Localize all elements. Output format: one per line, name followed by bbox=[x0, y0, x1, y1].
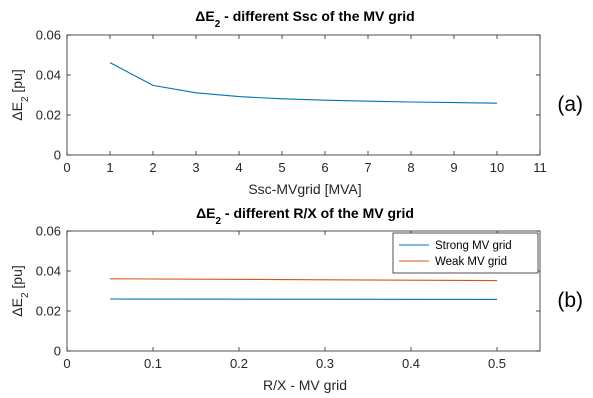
chart-b: ΔE2 - different R/X of the MV grid 0 0.1 0… bbox=[9, 205, 583, 393]
chart-b-y-tick-label: 0 bbox=[54, 344, 61, 359]
chart-b-y-ticks: 0 0.02 0.04 0.06 bbox=[36, 224, 540, 359]
chart-a-x-tick-label: 3 bbox=[192, 160, 199, 175]
chart-a-x-tick-label: 11 bbox=[533, 160, 547, 175]
chart-b-legend: Strong MV grid Weak MV grid bbox=[392, 232, 539, 274]
chart-a-axes-box bbox=[66, 34, 541, 156]
chart-a-y-ticks: 0 0.02 0.04 0.06 bbox=[36, 28, 540, 163]
chart-a-x-tick-label: 8 bbox=[407, 160, 414, 175]
chart-a-y-tick-label: 0.02 bbox=[36, 108, 61, 123]
chart-a-y-tick-label: 0.06 bbox=[36, 28, 61, 43]
chart-b-y-tick-label: 0.02 bbox=[36, 304, 61, 319]
chart-a-y-tick-label: 0 bbox=[54, 148, 61, 163]
chart-a-x-tick-label: 6 bbox=[321, 160, 328, 175]
chart-a: ΔE2 - different Ssc of the MV grid 0 1 2 3 4… bbox=[9, 8, 583, 197]
chart-b-x-axis-label: R/X - MV grid bbox=[263, 377, 347, 393]
chart-b-x-tick-label: 0.5 bbox=[488, 356, 506, 371]
chart-a-x-ticks: 0 1 2 3 4 5 6 7 8 9 10 11 bbox=[63, 35, 547, 175]
chart-a-title: ΔE2 - different Ssc of the MV grid bbox=[195, 8, 414, 30]
chart-a-series-line-1 bbox=[109, 62, 498, 104]
chart-a-x-tick-label: 9 bbox=[450, 160, 457, 175]
chart-a-x-tick-label: 5 bbox=[278, 160, 285, 175]
chart-a-x-tick-label: 7 bbox=[364, 160, 371, 175]
chart-a-x-tick-label: 0 bbox=[63, 160, 70, 175]
chart-b-x-tick-label: 0.4 bbox=[402, 356, 420, 371]
chart-a-plot-area bbox=[66, 34, 541, 156]
chart-b-x-tick-label: 0.2 bbox=[230, 356, 248, 371]
chart-a-y-axis-label: ΔE2 [pu] bbox=[9, 69, 31, 121]
chart-b-series-line-2 bbox=[109, 278, 498, 282]
chart-a-x-tick-label: 4 bbox=[235, 160, 242, 175]
chart-b-legend-label-2: Weak MV grid bbox=[435, 256, 507, 268]
chart-b-panel-label: (b) bbox=[557, 289, 583, 312]
chart-b-title: ΔE2 - different R/X of the MV grid bbox=[196, 205, 414, 227]
chart-b-legend-box bbox=[392, 232, 539, 274]
chart-a-x-axis-label: Ssc-MVgrid [MVA] bbox=[248, 181, 361, 197]
chart-b-x-tick-label: 0.1 bbox=[144, 356, 162, 371]
chart-a-panel-label: (a) bbox=[557, 93, 583, 116]
chart-a-x-tick-label: 2 bbox=[149, 160, 156, 175]
chart-a-x-tick-label: 1 bbox=[106, 160, 113, 175]
chart-b-y-axis-label: ΔE2 [pu] bbox=[9, 265, 31, 317]
chart-b-y-tick-label: 0.04 bbox=[36, 264, 61, 279]
chart-b-y-tick-label: 0.06 bbox=[36, 224, 61, 239]
chart-a-x-tick-label: 10 bbox=[490, 160, 504, 175]
chart-b-x-tick-label: 0 bbox=[63, 356, 70, 371]
chart-b-legend-label-1: Strong MV grid bbox=[435, 240, 512, 252]
chart-a-series bbox=[109, 62, 498, 104]
chart-b-x-tick-label: 0.3 bbox=[316, 356, 334, 371]
chart-a-y-tick-label: 0.04 bbox=[36, 68, 61, 83]
chart-b-series bbox=[109, 278, 498, 300]
chart-b-x-ticks: 0 0.1 0.2 0.3 0.4 0.5 bbox=[63, 231, 506, 371]
